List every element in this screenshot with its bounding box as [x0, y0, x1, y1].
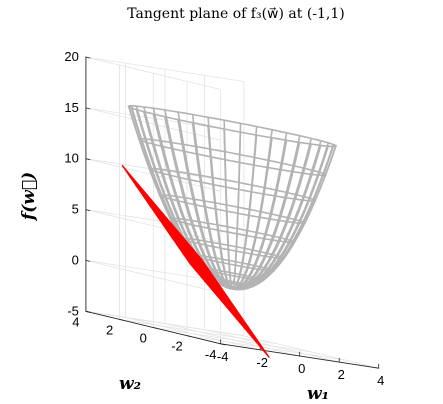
z-tick-mark: [85, 259, 91, 262]
paraboloid-surface: [127, 105, 338, 291]
back-wall-gridline-z: [85, 310, 245, 337]
paraboloid-ring-line: [179, 237, 286, 260]
floor-gridline-y: [119, 318, 279, 345]
y-tick-label: 4: [72, 314, 79, 329]
y-tick-label: -2: [171, 339, 183, 354]
y-tick-label: -4: [205, 347, 217, 362]
z-axis-label: f(w⃗): [19, 172, 39, 221]
y-tick-label: 2: [106, 322, 113, 337]
z-tick-label: 5: [72, 202, 79, 217]
left-wall-gridline-z: [85, 107, 222, 141]
z-tick-label: 10: [64, 151, 78, 166]
z-tick-label: 0: [72, 252, 79, 267]
back-wall-gridline-z: [85, 56, 245, 82]
y-axis-label: w₂: [119, 374, 141, 394]
tangent-plane-line: [135, 184, 216, 280]
left-wall-gridline-z: [85, 56, 222, 90]
paraboloid-ring-line: [169, 217, 296, 244]
tangent-plane-line: [200, 258, 270, 358]
z-tick-label: -5: [67, 303, 79, 318]
paraboloid-ring-line: [221, 284, 244, 291]
z-tick-mark: [85, 56, 91, 59]
paraboloid-ring-line: [138, 138, 327, 177]
chart-title: Tangent plane of f₃(w⃗) at (-1,1): [127, 6, 345, 22]
tangent-plane-line: [128, 174, 209, 270]
z-tick-label: 20: [64, 49, 78, 64]
x-tick-label: -4: [217, 349, 229, 364]
axes: [85, 56, 380, 369]
floor-gridline-y: [152, 327, 312, 353]
z-tick-mark: [85, 107, 91, 110]
z-tick-mark: [85, 209, 91, 212]
tangent-plane: [121, 165, 270, 358]
x-tick-label: 2: [338, 367, 345, 382]
x-tick-label: 4: [377, 373, 384, 388]
y-tick-mark: [220, 343, 226, 346]
floor-gridline-y: [186, 335, 346, 361]
paraboloid-ring-line: [127, 105, 338, 148]
y-tick-mark: [119, 318, 124, 321]
paraboloid-ring-line: [158, 194, 306, 225]
left-wall-gridline-z: [85, 259, 222, 294]
z-tick-label: 15: [64, 100, 78, 115]
z-tick-mark: [85, 158, 91, 161]
left-wall-gridline-z: [85, 209, 222, 243]
paraboloid-ring-line: [210, 277, 254, 288]
y-tick-mark: [186, 335, 192, 338]
z-tick-mark: [85, 310, 91, 313]
x-axis-label: w₁: [307, 384, 329, 404]
x-tick-label: -2: [256, 355, 268, 370]
tangent-plane-line: [121, 165, 203, 261]
paraboloid-ring-line: [148, 167, 317, 202]
y-tick-label: 0: [140, 331, 147, 346]
y-tick-mark: [152, 327, 158, 329]
x-tick-label: 0: [298, 361, 305, 376]
tangent-plane-line: [192, 249, 262, 349]
